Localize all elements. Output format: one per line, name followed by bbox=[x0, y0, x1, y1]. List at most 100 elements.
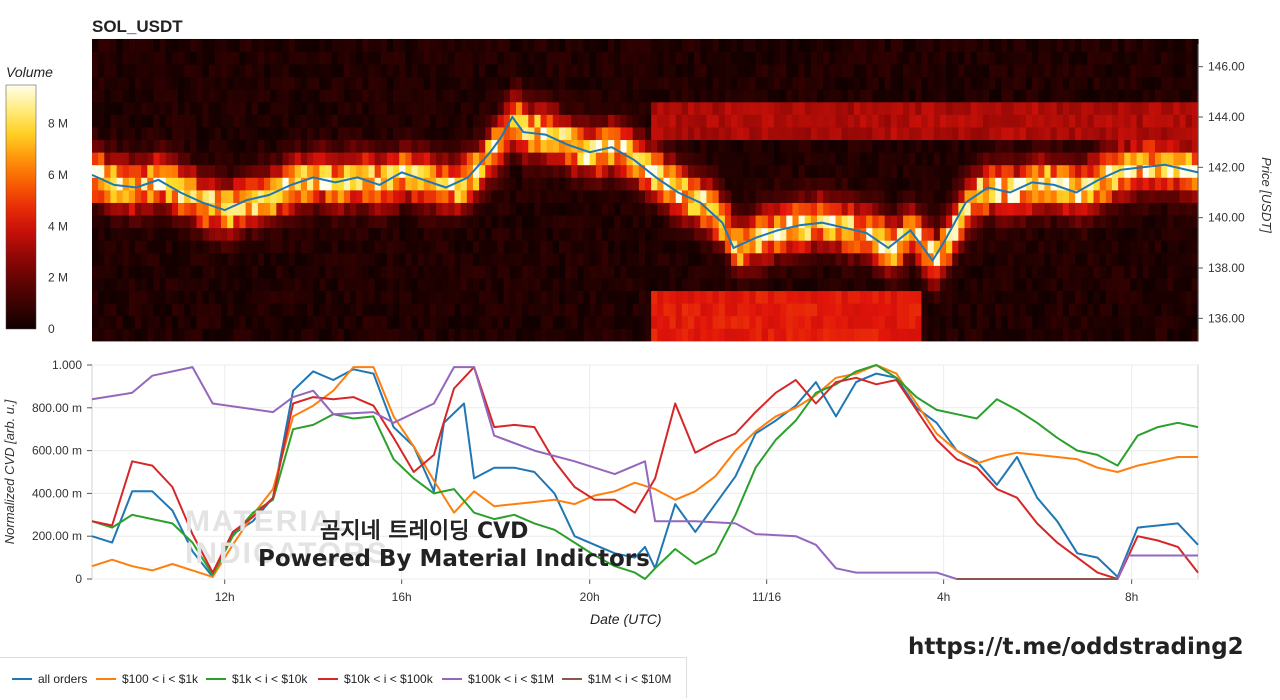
heatmap-cell bbox=[903, 64, 910, 78]
heatmap-cell bbox=[724, 89, 732, 103]
heatmap-cell bbox=[620, 38, 628, 52]
heatmap-cell bbox=[884, 101, 892, 115]
heatmap-cell bbox=[380, 64, 388, 78]
heatmap-cell bbox=[202, 240, 210, 254]
heatmap-cell bbox=[386, 76, 394, 90]
heatmap-cell bbox=[1068, 38, 1076, 52]
heatmap-cell bbox=[343, 139, 351, 153]
legend-item-100k-1m[interactable]: $100k < i < $1M bbox=[442, 672, 554, 686]
heatmap-cell bbox=[657, 38, 665, 52]
heatmap-cell bbox=[178, 101, 185, 115]
heatmap-cell bbox=[1056, 164, 1064, 178]
heatmap-cell bbox=[251, 315, 259, 329]
heatmap-cell bbox=[190, 38, 198, 52]
heatmap-cell bbox=[374, 265, 382, 279]
heatmap-cell bbox=[755, 202, 763, 216]
heatmap-cell bbox=[104, 202, 112, 216]
heatmap-cell bbox=[638, 227, 646, 241]
heatmap-cell bbox=[497, 202, 505, 216]
telegram-url[interactable]: https://t.me/oddstrading2 bbox=[908, 634, 1244, 660]
heatmap-cell bbox=[1161, 252, 1168, 266]
heatmap-cell bbox=[1068, 64, 1076, 78]
heatmap-cell bbox=[300, 252, 308, 266]
heatmap-cell bbox=[141, 38, 148, 52]
heatmap-cell bbox=[645, 252, 652, 266]
heatmap-cell bbox=[694, 215, 701, 229]
heatmap-cell bbox=[1167, 252, 1175, 266]
heatmap-cell bbox=[878, 101, 886, 115]
heatmap-cell bbox=[804, 51, 812, 65]
heatmap-cell bbox=[1013, 64, 1021, 78]
heatmap-cell bbox=[528, 101, 535, 115]
heatmap-cell bbox=[294, 164, 302, 178]
heatmap-cell bbox=[798, 114, 806, 128]
heatmap-cell bbox=[350, 89, 357, 103]
heatmap-cell bbox=[1124, 189, 1132, 203]
heatmap-cell bbox=[202, 215, 210, 229]
heatmap-cell bbox=[835, 240, 843, 254]
heatmap-cell bbox=[1173, 215, 1181, 229]
heatmap-cell bbox=[1130, 101, 1138, 115]
heatmap-cell bbox=[583, 38, 591, 52]
heatmap-cell bbox=[135, 202, 142, 216]
heatmap-cell bbox=[276, 152, 284, 166]
heatmap-cell bbox=[411, 328, 419, 342]
heatmap-cell bbox=[847, 202, 855, 216]
heatmap-cell bbox=[706, 139, 714, 153]
heatmap-cell bbox=[362, 303, 370, 317]
legend-item-100-1k[interactable]: $100 < i < $1k bbox=[96, 672, 198, 686]
heatmap-cell bbox=[282, 315, 290, 329]
heatmap-cell bbox=[128, 114, 136, 128]
heatmap-cell bbox=[700, 51, 708, 65]
heatmap-cell bbox=[362, 227, 370, 241]
heatmap-cell bbox=[159, 51, 167, 65]
heatmap-cell bbox=[1130, 139, 1138, 153]
heatmap-cell bbox=[1068, 240, 1076, 254]
heatmap-cell bbox=[595, 290, 603, 304]
heatmap-cell bbox=[184, 227, 191, 241]
heatmap-cell bbox=[178, 76, 185, 90]
heatmap-cell bbox=[399, 51, 406, 65]
heatmap-cell bbox=[706, 328, 714, 342]
heatmap-cell bbox=[903, 51, 910, 65]
heatmap-cell bbox=[534, 76, 542, 90]
legend-item-1m-10m[interactable]: $1M < i < $10M bbox=[562, 672, 671, 686]
heatmap-cell bbox=[823, 252, 830, 266]
heatmap-cell bbox=[1191, 101, 1199, 115]
heatmap-cell bbox=[669, 38, 677, 52]
heatmap-cell bbox=[270, 315, 277, 329]
heatmap-cell bbox=[1001, 127, 1009, 141]
heatmap-cell bbox=[1001, 303, 1009, 317]
heatmap-cell bbox=[300, 215, 308, 229]
heatmap-cell bbox=[479, 127, 486, 141]
legend-item-all-orders[interactable]: all orders bbox=[12, 672, 87, 686]
heatmap-cell bbox=[737, 164, 744, 178]
heatmap-cell bbox=[257, 328, 265, 342]
heatmap-cell bbox=[1038, 240, 1045, 254]
heatmap-cell bbox=[939, 127, 947, 141]
legend-item-1k-10k[interactable]: $1k < i < $10k bbox=[206, 672, 307, 686]
heatmap-cell bbox=[270, 328, 277, 342]
legend-item-10k-100k[interactable]: $10k < i < $100k bbox=[318, 672, 433, 686]
heatmap-cell bbox=[1142, 278, 1150, 292]
heatmap-cell bbox=[718, 252, 726, 266]
heatmap-cell bbox=[1038, 202, 1045, 216]
heatmap-cell bbox=[829, 202, 837, 216]
heatmap-cell bbox=[1007, 64, 1015, 78]
heatmap-cell bbox=[245, 101, 253, 115]
heatmap-cell bbox=[319, 114, 327, 128]
heatmap-cell bbox=[491, 51, 499, 65]
heatmap-cell bbox=[202, 38, 210, 52]
heatmap-cell bbox=[927, 215, 935, 229]
heatmap-cell bbox=[147, 278, 155, 292]
heatmap-cell bbox=[503, 114, 511, 128]
heatmap-cell bbox=[743, 328, 751, 342]
heatmap-cell bbox=[718, 114, 726, 128]
heatmap-cell bbox=[829, 177, 837, 191]
heatmap-cell bbox=[982, 252, 990, 266]
heatmap-cell bbox=[688, 76, 695, 90]
heatmap-cell bbox=[675, 139, 683, 153]
heatmap-cell bbox=[958, 303, 966, 317]
heatmap-cell bbox=[767, 227, 775, 241]
heatmap-cell bbox=[675, 64, 683, 78]
